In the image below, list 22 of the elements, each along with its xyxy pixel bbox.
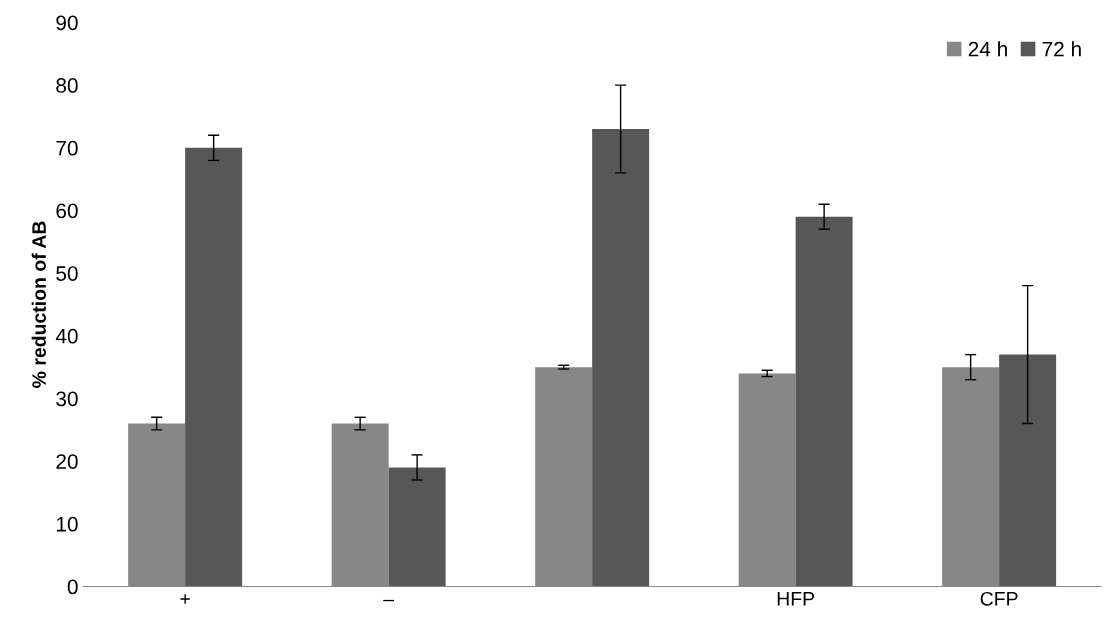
bar	[592, 128, 650, 587]
y-tick-label: 20	[56, 454, 78, 469]
bar	[795, 216, 853, 587]
y-tick-label: 90	[56, 15, 78, 31]
y-tick-label: 60	[56, 203, 78, 219]
bar	[999, 354, 1057, 587]
bar	[388, 467, 446, 587]
x-tick-label: HFP	[777, 592, 815, 606]
y-tick-label: 30	[56, 391, 78, 407]
x-tick-label: –	[383, 599, 395, 602]
x-tick-label: CFP	[980, 591, 1018, 606]
bar	[185, 147, 243, 587]
x-tick-label: +	[180, 594, 190, 604]
y-tick-label: 50	[56, 266, 78, 281]
legend-label: 24 h	[968, 41, 1007, 57]
y-tick-label: 40	[55, 328, 78, 344]
y-axis-title: % reduction of AB	[31, 221, 46, 388]
legend-label: 72 h	[1042, 41, 1081, 57]
y-tick-label: 0	[67, 579, 78, 595]
y-tick-label: 80	[56, 78, 78, 93]
y-tick-label: 70	[56, 140, 78, 156]
y-tick-label: 10	[56, 516, 78, 532]
